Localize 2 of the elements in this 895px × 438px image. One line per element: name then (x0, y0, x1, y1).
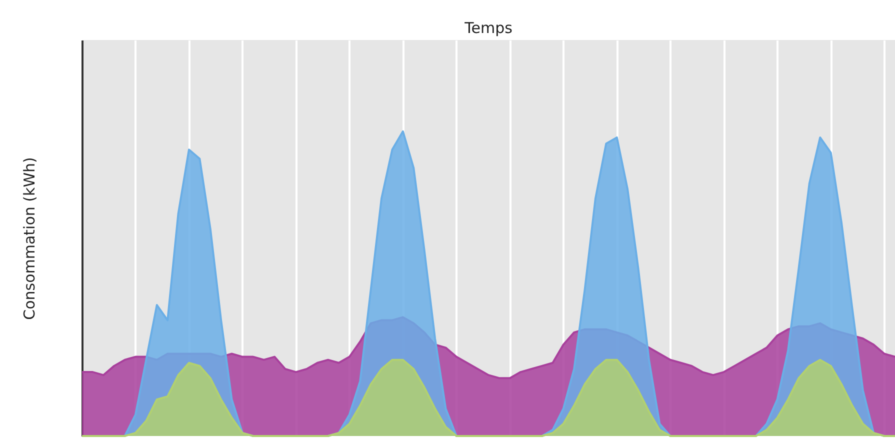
text: Temps (464, 19, 513, 37)
y-axis-title: Consommation (kWh) (20, 157, 38, 320)
